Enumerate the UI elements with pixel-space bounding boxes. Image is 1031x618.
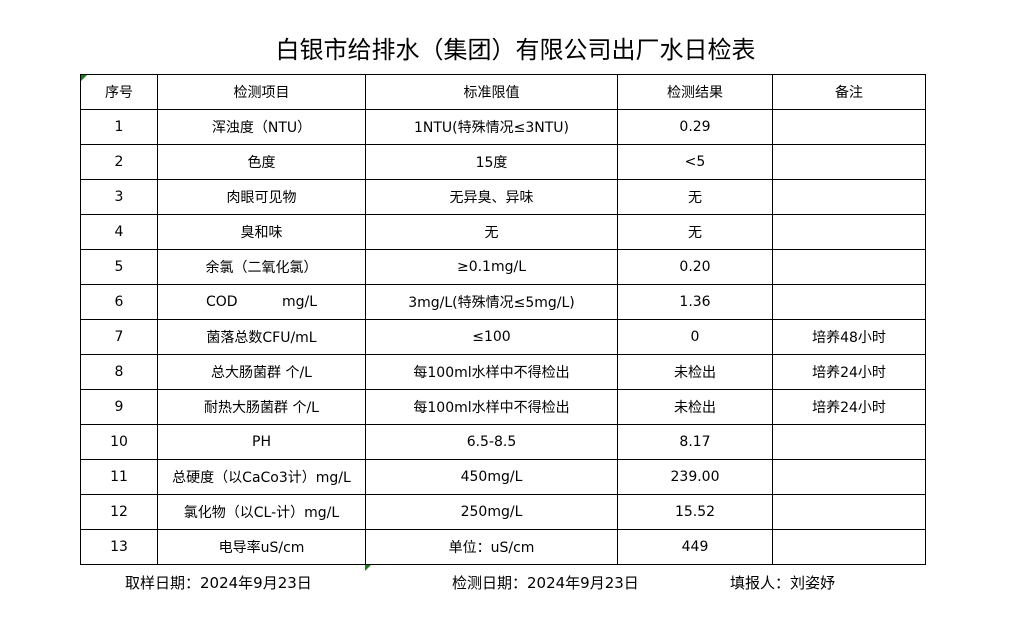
cell-result: 1.36 bbox=[617, 284, 773, 320]
cell-seq: 8 bbox=[80, 354, 158, 390]
sampling-date: 取样日期：2024年9月23日 bbox=[125, 574, 312, 592]
cell-remark bbox=[772, 424, 926, 460]
header-item: 检测项目 bbox=[157, 74, 366, 110]
table-row: 9 耐热大肠菌群 个/L 每100ml水样中不得检出 未检出 培养24小时 bbox=[80, 389, 926, 425]
cell-standard: 3mg/L(特殊情况≤5mg/L) bbox=[365, 284, 618, 320]
cell-standard: 每100ml水样中不得检出 bbox=[365, 389, 618, 425]
cell-standard: 6.5-8.5 bbox=[365, 424, 618, 460]
cell-seq: 7 bbox=[80, 319, 158, 355]
table-row: 5 余氯（二氧化氯） ≥0.1mg/L 0.20 bbox=[80, 249, 926, 285]
cell-item: 氯化物（以CL-计）mg/L bbox=[157, 494, 366, 530]
cell-result: 无 bbox=[617, 214, 773, 250]
table-row: 10 PH 6.5-8.5 8.17 bbox=[80, 424, 926, 460]
table-row: 6 COD mg/L 3mg/L(特殊情况≤5mg/L) 1.36 bbox=[80, 284, 926, 320]
cell-item: 臭和味 bbox=[157, 214, 366, 250]
header-remark: 备注 bbox=[772, 74, 926, 110]
table-row: 1 浑浊度（NTU） 1NTU(特殊情况≤3NTU) 0.29 bbox=[80, 109, 926, 145]
cell-result: 15.52 bbox=[617, 494, 773, 530]
cell-seq: 1 bbox=[80, 109, 158, 145]
cell-seq: 6 bbox=[80, 284, 158, 320]
cell-remark: 培养24小时 bbox=[772, 354, 926, 390]
cell-result: 449 bbox=[617, 529, 773, 565]
table-row: 8 总大肠菌群 个/L 每100ml水样中不得检出 未检出 培养24小时 bbox=[80, 354, 926, 390]
cell-result: 无 bbox=[617, 179, 773, 215]
cell-standard: 单位：uS/cm bbox=[365, 529, 618, 565]
testing-date: 检测日期：2024年9月23日 bbox=[452, 574, 639, 592]
cell-item: 色度 bbox=[157, 144, 366, 180]
cell-seq: 9 bbox=[80, 389, 158, 425]
cell-item: 菌落总数CFU/mL bbox=[157, 319, 366, 355]
cell-remark bbox=[772, 144, 926, 180]
cell-remark bbox=[772, 109, 926, 145]
cell-remark: 培养24小时 bbox=[772, 389, 926, 425]
cell-seq: 11 bbox=[80, 459, 158, 495]
header-row: 序号 检测项目 标准限值 检测结果 备注 bbox=[80, 74, 926, 110]
cell-seq: 2 bbox=[80, 144, 158, 180]
cell-seq: 3 bbox=[80, 179, 158, 215]
table-row: 11 总硬度（以CaCo3计）mg/L 450mg/L 239.00 bbox=[80, 459, 926, 495]
cell-result: <5 bbox=[617, 144, 773, 180]
cell-result: 0.29 bbox=[617, 109, 773, 145]
cell-result: 0 bbox=[617, 319, 773, 355]
table-row: 7 菌落总数CFU/mL ≤100 0 培养48小时 bbox=[80, 319, 926, 355]
cell-remark bbox=[772, 529, 926, 565]
cell-seq: 12 bbox=[80, 494, 158, 530]
header-result: 检测结果 bbox=[617, 74, 773, 110]
cell-standard: 450mg/L bbox=[365, 459, 618, 495]
table-row: 4 臭和味无无 bbox=[80, 214, 926, 250]
inspection-table: 序号 检测项目 标准限值 检测结果 备注 1 浑浊度（NTU） 1NTU(特殊情况≤3NTU)… bbox=[80, 74, 926, 565]
cell-item: 总大肠菌群 个/L bbox=[157, 354, 366, 390]
cell-remark bbox=[772, 494, 926, 530]
cell-seq: 5 bbox=[80, 249, 158, 285]
cell-remark bbox=[772, 459, 926, 495]
cell-standard: 250mg/L bbox=[365, 494, 618, 530]
cell-result: 未检出 bbox=[617, 389, 773, 425]
cell-seq: 13 bbox=[80, 529, 158, 565]
cell-result: 239.00 bbox=[617, 459, 773, 495]
cell-result: 8.17 bbox=[617, 424, 773, 460]
cell-item: 耐热大肠菌群 个/L bbox=[157, 389, 366, 425]
cell-remark bbox=[772, 284, 926, 320]
page-title: 白银市给排水（集团）有限公司出厂水日检表 bbox=[275, 36, 756, 64]
reporter: 填报人：刘姿妤 bbox=[730, 574, 836, 592]
cell-remark bbox=[772, 214, 926, 250]
cell-remark bbox=[772, 179, 926, 215]
cell-standard: 无异臭、异味 bbox=[365, 179, 618, 215]
cell-item: 余氯（二氧化氯） bbox=[157, 249, 366, 285]
cell-standard: ≥0.1mg/L bbox=[365, 249, 618, 285]
cell-marker bbox=[365, 565, 371, 571]
cell-item: 电导率uS/cm bbox=[157, 529, 366, 565]
cell-item: 浑浊度（NTU） bbox=[157, 109, 366, 145]
cell-standard: 15度 bbox=[365, 144, 618, 180]
cell-remark: 培养48小时 bbox=[772, 319, 926, 355]
cell-result: 未检出 bbox=[617, 354, 773, 390]
cell-item: 肉眼可见物 bbox=[157, 179, 366, 215]
cell-item: 总硬度（以CaCo3计）mg/L bbox=[157, 459, 366, 495]
header-seq: 序号 bbox=[80, 74, 158, 110]
cell-result: 0.20 bbox=[617, 249, 773, 285]
cell-standard: 1NTU(特殊情况≤3NTU) bbox=[365, 109, 618, 145]
cell-item: PH bbox=[157, 424, 366, 460]
table-row: 2 色度 15度 <5 bbox=[80, 144, 926, 180]
cell-standard: 每100ml水样中不得检出 bbox=[365, 354, 618, 390]
table-row: 3 肉眼可见物 无异臭、异味无 bbox=[80, 179, 926, 215]
cell-standard: ≤100 bbox=[365, 319, 618, 355]
cell-seq: 10 bbox=[80, 424, 158, 460]
header-standard: 标准限值 bbox=[365, 74, 618, 110]
cell-item: COD mg/L bbox=[157, 284, 366, 320]
cell-remark bbox=[772, 249, 926, 285]
table-row: 12 氯化物（以CL-计）mg/L 250mg/L 15.52 bbox=[80, 494, 926, 530]
cell-seq: 4 bbox=[80, 214, 158, 250]
cell-standard: 无 bbox=[365, 214, 618, 250]
table-row: 13 电导率uS/cm 单位：uS/cm 449 bbox=[80, 529, 926, 565]
